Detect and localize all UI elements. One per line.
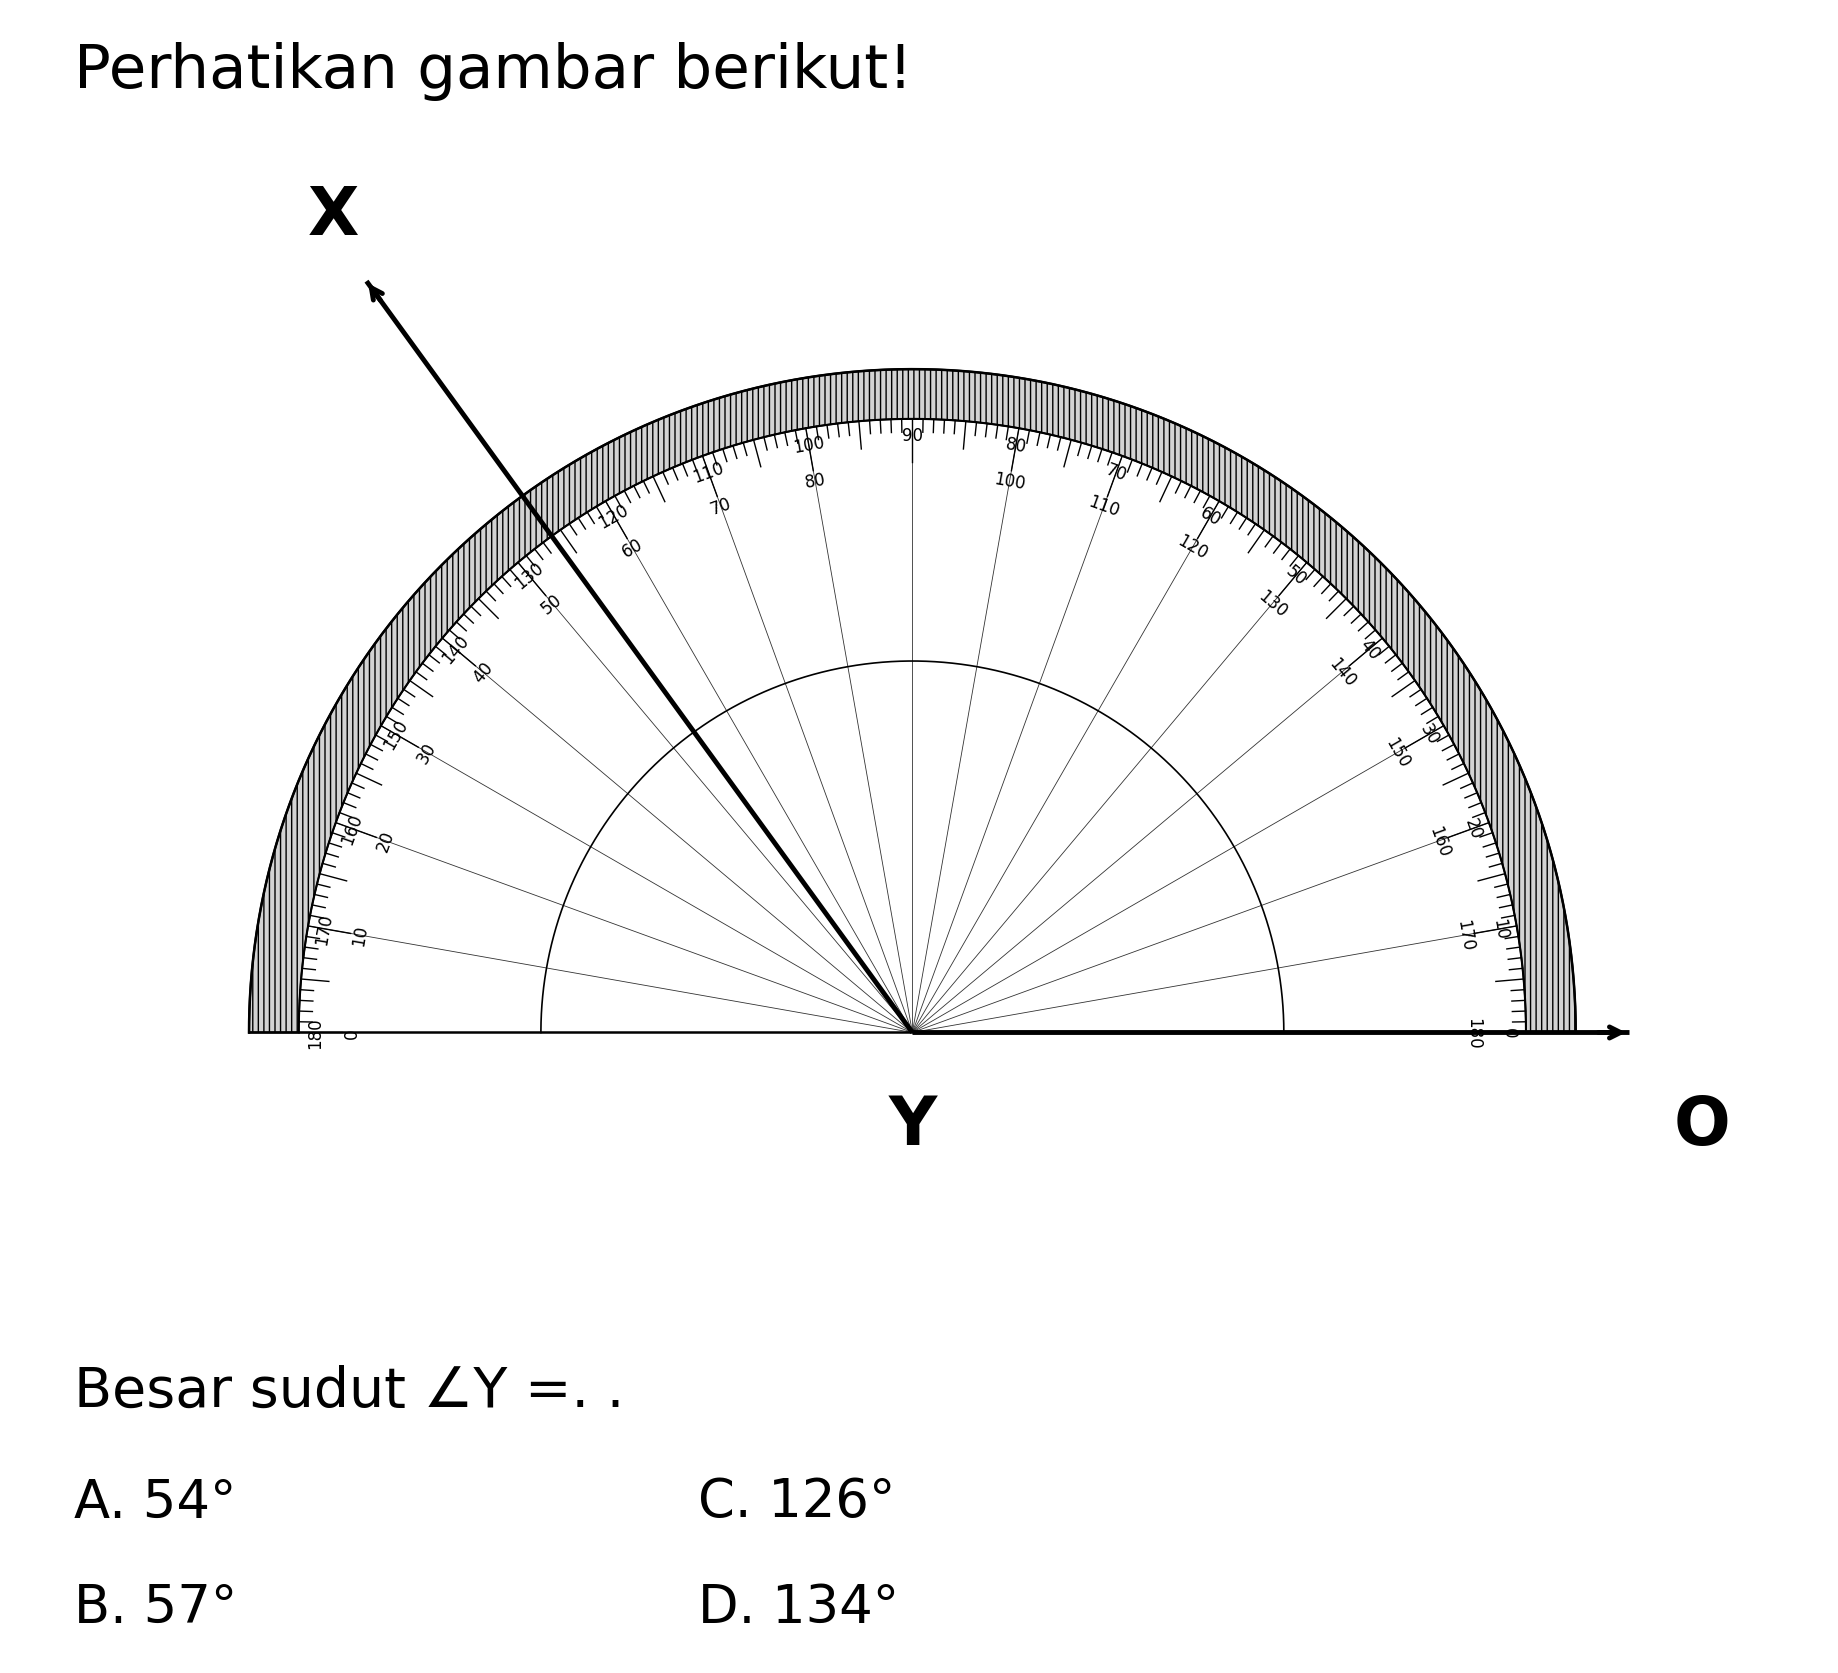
Text: 100: 100 xyxy=(993,470,1027,494)
Text: D. 134°: D. 134° xyxy=(698,1581,899,1633)
Text: 120: 120 xyxy=(1174,532,1211,564)
Text: 10: 10 xyxy=(349,923,371,947)
Text: 110: 110 xyxy=(1086,492,1121,520)
Text: 180: 180 xyxy=(307,1017,323,1049)
Polygon shape xyxy=(248,370,1575,1032)
Text: 10: 10 xyxy=(1489,917,1511,942)
Text: Besar sudut ∠Y =. .: Besar sudut ∠Y =. . xyxy=(74,1363,623,1417)
Text: 30: 30 xyxy=(1417,721,1443,748)
Text: 0: 0 xyxy=(1500,1027,1518,1039)
Text: 40: 40 xyxy=(1356,636,1384,663)
Text: 140: 140 xyxy=(1325,654,1358,691)
Text: 20: 20 xyxy=(373,828,397,855)
Text: 60: 60 xyxy=(1197,504,1224,529)
Text: 100: 100 xyxy=(792,433,825,457)
Text: 90: 90 xyxy=(902,427,923,445)
Text: 50: 50 xyxy=(539,591,566,617)
Text: 170: 170 xyxy=(312,912,336,947)
Text: O: O xyxy=(1673,1092,1730,1159)
Text: 150: 150 xyxy=(1382,734,1413,771)
Text: 80: 80 xyxy=(803,470,827,492)
Text: 150: 150 xyxy=(380,716,412,753)
Text: 130: 130 xyxy=(1255,587,1290,621)
Text: Y: Y xyxy=(888,1092,937,1159)
Text: 80: 80 xyxy=(1004,435,1027,457)
Text: 70: 70 xyxy=(1103,460,1130,483)
Text: 170: 170 xyxy=(1452,918,1476,952)
Text: 110: 110 xyxy=(691,458,726,487)
Text: A. 54°: A. 54° xyxy=(74,1476,235,1527)
Text: 140: 140 xyxy=(437,631,472,668)
Text: 70: 70 xyxy=(708,495,733,519)
Text: C. 126°: C. 126° xyxy=(698,1476,895,1527)
Text: B. 57°: B. 57° xyxy=(74,1581,237,1633)
Text: 60: 60 xyxy=(619,535,645,560)
Text: 50: 50 xyxy=(1283,562,1310,589)
Text: 160: 160 xyxy=(1424,823,1454,860)
Text: 120: 120 xyxy=(596,500,632,532)
Text: Perhatikan gambar berikut!: Perhatikan gambar berikut! xyxy=(74,42,912,100)
Text: 130: 130 xyxy=(511,559,546,592)
Text: 40: 40 xyxy=(469,659,496,686)
Text: X: X xyxy=(307,182,358,249)
Text: 0: 0 xyxy=(344,1027,360,1039)
Text: 160: 160 xyxy=(338,811,366,847)
Text: 20: 20 xyxy=(1461,816,1485,842)
Text: 30: 30 xyxy=(414,739,439,766)
Text: 180: 180 xyxy=(1463,1017,1481,1049)
